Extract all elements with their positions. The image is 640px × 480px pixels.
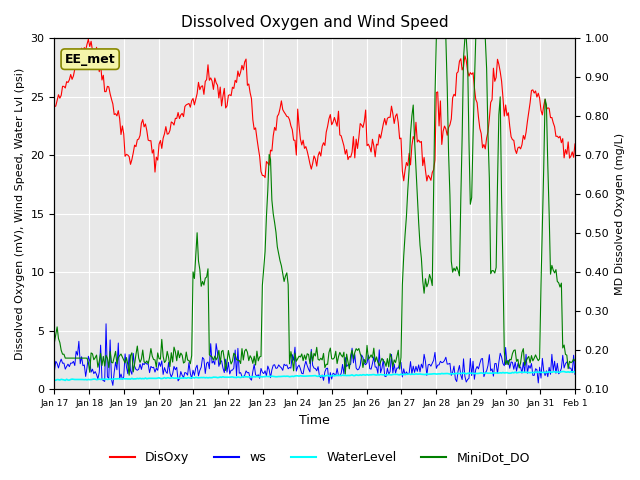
- DisOxy: [502, 102, 509, 108]
- WaterLevel: [320, 373, 328, 379]
- MiniDot_DO: [320, 350, 328, 356]
- Legend: DisOxy, ws, WaterLevel, MiniDot_DO: DisOxy, ws, WaterLevel, MiniDot_DO: [105, 446, 535, 469]
- DisOxy: [51, 104, 58, 109]
- WaterLevel: [86, 377, 93, 383]
- ws: [109, 383, 116, 388]
- WaterLevel: [423, 371, 431, 376]
- Text: EE_met: EE_met: [65, 53, 115, 66]
- WaterLevel: [70, 376, 77, 382]
- ws: [424, 362, 432, 368]
- WaterLevel: [570, 369, 577, 375]
- WaterLevel: [500, 370, 508, 376]
- MiniDot_DO: [570, 356, 577, 362]
- Title: Dissolved Oxygen and Wind Speed: Dissolved Oxygen and Wind Speed: [181, 15, 449, 30]
- ws: [51, 368, 58, 374]
- ws: [68, 360, 76, 366]
- DisOxy: [570, 155, 577, 160]
- DisOxy: [86, 44, 93, 49]
- X-axis label: Time: Time: [300, 414, 330, 427]
- MiniDot_DO: [423, 284, 431, 289]
- DisOxy: [571, 141, 579, 147]
- Line: DisOxy: DisOxy: [54, 39, 575, 181]
- WaterLevel: [559, 369, 566, 374]
- Line: ws: ws: [54, 324, 575, 385]
- MiniDot_DO: [125, 372, 133, 378]
- DisOxy: [68, 76, 76, 82]
- ws: [321, 369, 329, 375]
- DisOxy: [84, 36, 92, 42]
- ws: [84, 353, 92, 359]
- MiniDot_DO: [68, 355, 76, 361]
- Y-axis label: Dissolved Oxygen (mV), Wind Speed, Water Lvl (psi): Dissolved Oxygen (mV), Wind Speed, Water…: [15, 68, 25, 360]
- WaterLevel: [571, 369, 579, 375]
- MiniDot_DO: [571, 358, 579, 364]
- MiniDot_DO: [433, 35, 440, 41]
- ws: [502, 345, 509, 350]
- ws: [570, 352, 577, 358]
- Line: WaterLevel: WaterLevel: [54, 372, 575, 380]
- MiniDot_DO: [51, 340, 58, 346]
- Y-axis label: MD Dissolved Oxygen (mg/L): MD Dissolved Oxygen (mg/L): [615, 132, 625, 295]
- DisOxy: [424, 172, 432, 178]
- ws: [102, 321, 110, 327]
- Line: MiniDot_DO: MiniDot_DO: [54, 38, 575, 375]
- MiniDot_DO: [84, 360, 92, 365]
- DisOxy: [320, 140, 328, 145]
- WaterLevel: [61, 377, 69, 383]
- ws: [571, 372, 579, 377]
- DisOxy: [423, 178, 431, 184]
- WaterLevel: [51, 377, 58, 383]
- MiniDot_DO: [502, 361, 509, 367]
